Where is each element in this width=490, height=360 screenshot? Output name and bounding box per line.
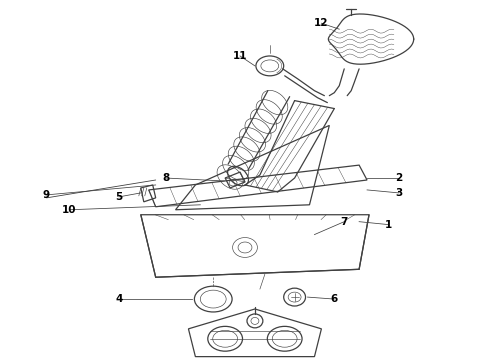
Text: 1: 1 xyxy=(385,220,392,230)
Text: 4: 4 xyxy=(115,294,122,304)
Text: 9: 9 xyxy=(43,190,50,200)
Text: 5: 5 xyxy=(115,192,122,202)
Text: 7: 7 xyxy=(341,217,348,227)
Text: 3: 3 xyxy=(395,188,402,198)
Text: 10: 10 xyxy=(62,205,76,215)
Text: 8: 8 xyxy=(162,173,169,183)
Text: 12: 12 xyxy=(314,18,329,28)
Text: 6: 6 xyxy=(331,294,338,304)
Text: 11: 11 xyxy=(233,51,247,61)
Text: 2: 2 xyxy=(395,173,402,183)
